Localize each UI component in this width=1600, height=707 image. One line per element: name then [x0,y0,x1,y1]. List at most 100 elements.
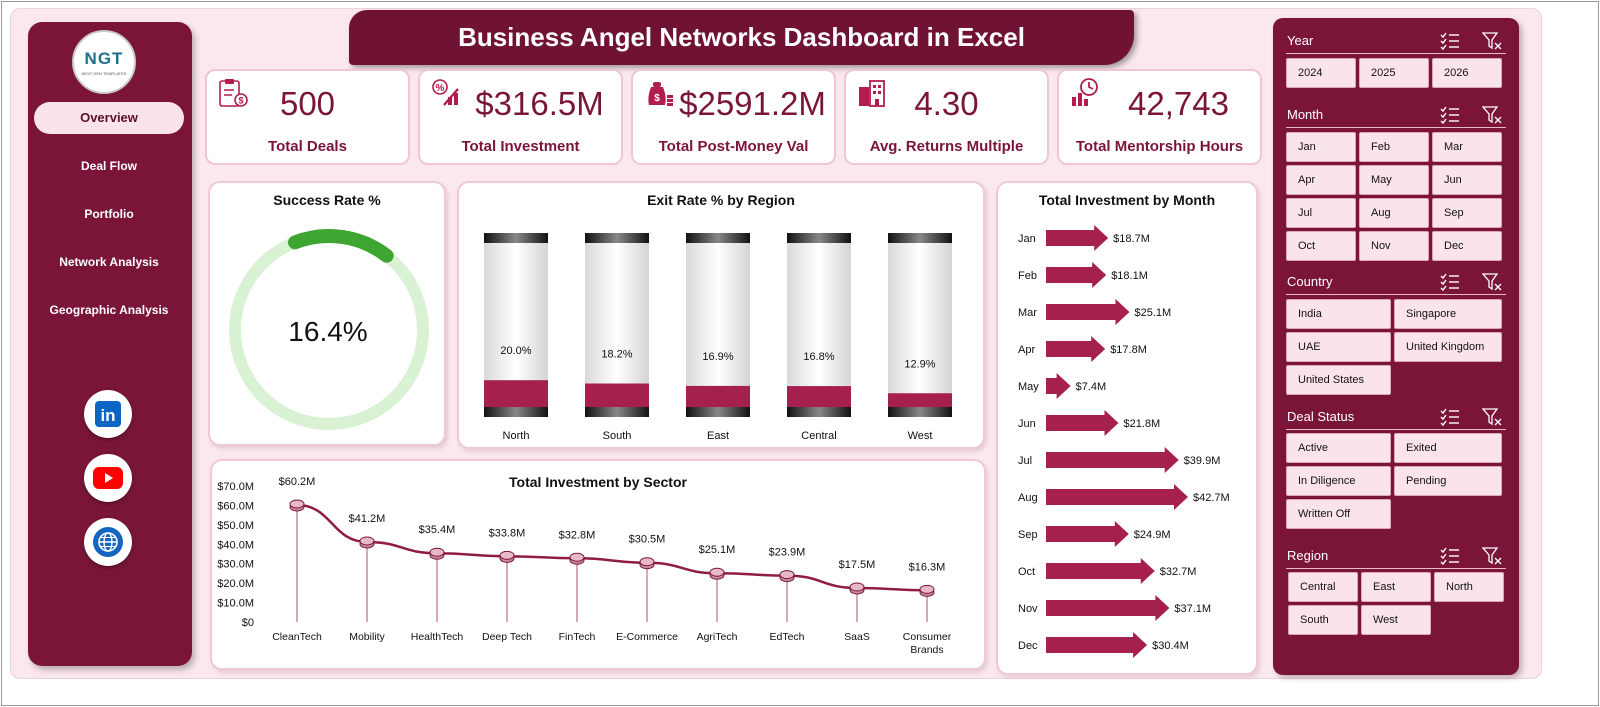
slicer-item-month[interactable]: Sep [1432,198,1502,228]
month-label: Aug [1018,492,1038,504]
month-investment-chart: Jan $18.7M Feb $18.1M Mar $25.1M Apr $17.8M May $… [1018,225,1230,658]
slicer-item-month[interactable]: Apr [1286,165,1356,195]
slicer-item-month[interactable]: May [1359,165,1429,195]
sector-investment-panel: Total Investment by Sector $0 $10.0M $20.0… [210,459,986,670]
slicer-header-deal-status: Deal Status [1286,406,1506,430]
investment-icon: % [432,79,459,106]
month-bar [1046,225,1109,251]
success-rate-panel: Success Rate % 16.4% [208,181,446,446]
slicer-item-month[interactable]: Dec [1432,231,1502,261]
slicer-item-month[interactable]: Nov [1359,231,1429,261]
slicer-item-deal-status[interactable]: Exited [1394,433,1502,463]
slicer-item-country[interactable]: Singapore [1394,299,1502,329]
slicer-item-year[interactable]: 2024 [1286,58,1356,88]
nav-portfolio[interactable]: Portfolio [84,207,134,221]
clear-filter-icon[interactable] [1482,408,1502,426]
sector-category-label: HealthTech [411,631,464,643]
slicer-item-deal-status[interactable]: In Diligence [1286,466,1391,496]
nav-geographic-analysis[interactable]: Geographic Analysis [49,303,169,317]
kpi-label: Total Post-Money Val [658,138,809,155]
kpi-label: Total Deals [268,138,347,155]
exit-category-label: Central [801,430,836,442]
slicer-item-country[interactable]: India [1286,299,1391,329]
nav-deal-flow[interactable]: Deal Flow [80,159,137,173]
multi-select-icon[interactable] [1440,32,1460,50]
month-bar [1046,410,1119,436]
svg-text:$: $ [654,93,660,104]
clear-filter-icon[interactable] [1482,273,1502,291]
slicer-item-region[interactable]: North [1434,572,1504,602]
exit-bar-cap [484,233,548,243]
nav-network-analysis[interactable]: Network Analysis [59,255,159,269]
slicer-item-country[interactable]: UAE [1286,332,1391,362]
slicer-item-region[interactable]: South [1288,605,1358,635]
kpi-label: Total Investment [461,138,580,155]
month-label: May [1018,381,1039,393]
slicer-item-country[interactable]: United States [1286,365,1391,395]
exit-bar-label: 16.9% [702,351,733,363]
month-label: Nov [1018,603,1038,615]
month-value-label: $30.4M [1152,640,1189,652]
exit-bar-cap [585,233,649,243]
slicer-item-region[interactable]: Central [1288,572,1358,602]
slicer-item-deal-status[interactable]: Written Off [1286,499,1391,529]
multi-select-icon[interactable] [1440,273,1460,291]
slicer-item-month[interactable]: Jun [1432,165,1502,195]
month-value-label: $24.9M [1134,529,1171,541]
sector-point-top [709,567,725,577]
youtube-button[interactable] [84,454,132,502]
exit-rate-panel: Exit Rate % by Region 20.0% North 18.2% Sou… [457,181,985,449]
slicer-header-country: Country [1286,271,1506,295]
sector-y-tick: $50.0M [217,520,254,532]
returns-building-icon [859,80,885,107]
kpi-value: $2591.2M [679,85,826,122]
exit-bar-cap [888,233,952,243]
exit-bar-label: 16.8% [803,351,834,363]
month-bar [1046,632,1148,658]
kpi-avg-returns: 4.30 Avg. Returns Multiple [844,69,1049,165]
nav-overview[interactable]: Overview [34,102,184,134]
slicer-item-region[interactable]: West [1361,605,1431,635]
clear-filter-icon[interactable] [1482,106,1502,124]
slicer-item-month[interactable]: Jul [1286,198,1356,228]
kpi-value: 500 [279,85,336,122]
slicer-item-year[interactable]: 2026 [1432,58,1502,88]
globe-icon [93,527,123,557]
slicer-item-month[interactable]: Jan [1286,132,1356,162]
slicer-title: Month [1287,107,1324,122]
logo-subtext: NEXT GEN TEMPLATES [81,70,127,76]
sector-y-tick: $60.0M [217,500,254,512]
website-button[interactable] [84,518,132,566]
slicer-title: Region [1287,548,1329,563]
multi-select-icon[interactable] [1440,547,1460,565]
slicer-item-deal-status[interactable]: Active [1286,433,1391,463]
youtube-icon [93,467,123,489]
month-bar [1046,595,1170,621]
month-bar [1046,299,1130,325]
slicer-item-month[interactable]: Oct [1286,231,1356,261]
month-value-label: $17.8M [1110,344,1147,356]
exit-bar-cap [484,407,548,417]
clear-filter-icon[interactable] [1482,32,1502,50]
slicer-item-month[interactable]: Mar [1432,132,1502,162]
multi-select-icon[interactable] [1440,408,1460,426]
slicer-item-month[interactable]: Aug [1359,198,1429,228]
kpi-total-investment: % $316.5M Total Investment [418,69,623,165]
slicer-item-month[interactable]: Feb [1359,132,1429,162]
linkedin-button[interactable]: in [84,390,132,438]
slicer-item-year[interactable]: 2025 [1359,58,1429,88]
month-value-label: $32.7M [1160,566,1197,578]
sector-point-top [919,584,935,594]
exit-rate-title: Exit Rate % by Region [647,192,795,208]
exit-bar-label: 12.9% [904,358,935,370]
clear-filter-icon[interactable] [1482,547,1502,565]
exit-bar-cap [686,407,750,417]
month-value-label: $18.7M [1113,233,1150,245]
slicer-item-deal-status[interactable]: Pending [1394,466,1502,496]
success-rate-title: Success Rate % [273,192,381,208]
multi-select-icon[interactable] [1440,106,1460,124]
slicer-item-country[interactable]: United Kingdom [1394,332,1502,362]
month-value-label: $42.7M [1193,492,1230,504]
slicer-item-region[interactable]: East [1361,572,1431,602]
